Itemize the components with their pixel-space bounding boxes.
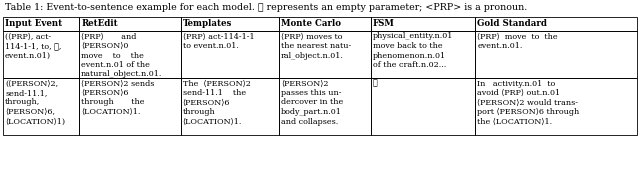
Bar [79,17,180,31]
Text: Table 1: Event-to-sentence example for each model. ∅ represents an empty paramet: Table 1: Event-to-sentence example for e… [5,3,527,12]
Text: ∅: ∅ [372,79,378,87]
Text: physical_entity.n.01
move back to the
phenomenon.n.01
of the craft.n.02...: physical_entity.n.01 move back to the ph… [372,33,453,69]
Text: ⟨PERSON⟩2
passes this un-
dercover in the
body_part.n.01
and collapses.: ⟨PERSON⟩2 passes this un- dercover in th… [281,79,343,125]
Text: The  ⟨PERSON⟩2
send-11.1    the
⟨PERSON⟩6
through
⟨LOCATION⟩1.: The ⟨PERSON⟩2 send-11.1 the ⟨PERSON⟩6 th… [182,79,250,125]
Bar [79,31,180,78]
Text: FSM: FSM [372,19,395,27]
Text: ⟨PRP⟩       and
⟨PERSON⟩0
move    to    the
event.n.01 of the
natural_object.n.0: ⟨PRP⟩ and ⟨PERSON⟩0 move to the event.n.… [81,33,163,79]
Text: Monte Carlo: Monte Carlo [281,19,340,27]
Bar [3,31,79,78]
Bar [180,31,279,78]
Bar [371,31,476,78]
Text: (⟨PRP⟩, act-
114-1-1, to, ∅,
event.n.01): (⟨PRP⟩, act- 114-1-1, to, ∅, event.n.01) [5,33,61,59]
Bar [371,17,476,31]
Text: Gold Standard: Gold Standard [477,19,547,27]
Text: (⟨PERSON⟩2,
send-11.1,
through,
⟨PERSON⟩6,
⟨LOCATION⟩1): (⟨PERSON⟩2, send-11.1, through, ⟨PERSON⟩… [5,79,65,125]
Bar [3,78,79,135]
Bar [279,17,371,31]
Bar [279,78,371,135]
Bar [180,17,279,31]
Bar [476,78,637,135]
Bar [371,78,476,135]
Text: Input Event: Input Event [5,19,62,27]
Bar [279,31,371,78]
Text: ⟨PRP⟩ act-114-1-1
to event.n.01.: ⟨PRP⟩ act-114-1-1 to event.n.01. [182,33,254,50]
Text: ⟨PRP⟩ moves to
the nearest natu-
ral_object.n.01.: ⟨PRP⟩ moves to the nearest natu- ral_obj… [281,33,351,59]
Bar [79,78,180,135]
Text: RetEdit: RetEdit [81,19,118,27]
Bar [476,17,637,31]
Text: ⟨PERSON⟩2 sends
⟨PERSON⟩6
through       the
⟨LOCATION⟩1.: ⟨PERSON⟩2 sends ⟨PERSON⟩6 through the ⟨L… [81,79,154,116]
Bar [3,17,79,31]
Bar [180,78,279,135]
Text: Templates: Templates [182,19,232,27]
Text: In   activity.n.01  to
avoid ⟨PRP⟩ out.n.01
⟨PERSON⟩2 would trans-
port ⟨PERSON⟩: In activity.n.01 to avoid ⟨PRP⟩ out.n.01… [477,79,580,126]
Text: ⟨PRP⟩  move  to  the
event.n.01.: ⟨PRP⟩ move to the event.n.01. [477,33,558,50]
Bar [476,31,637,78]
